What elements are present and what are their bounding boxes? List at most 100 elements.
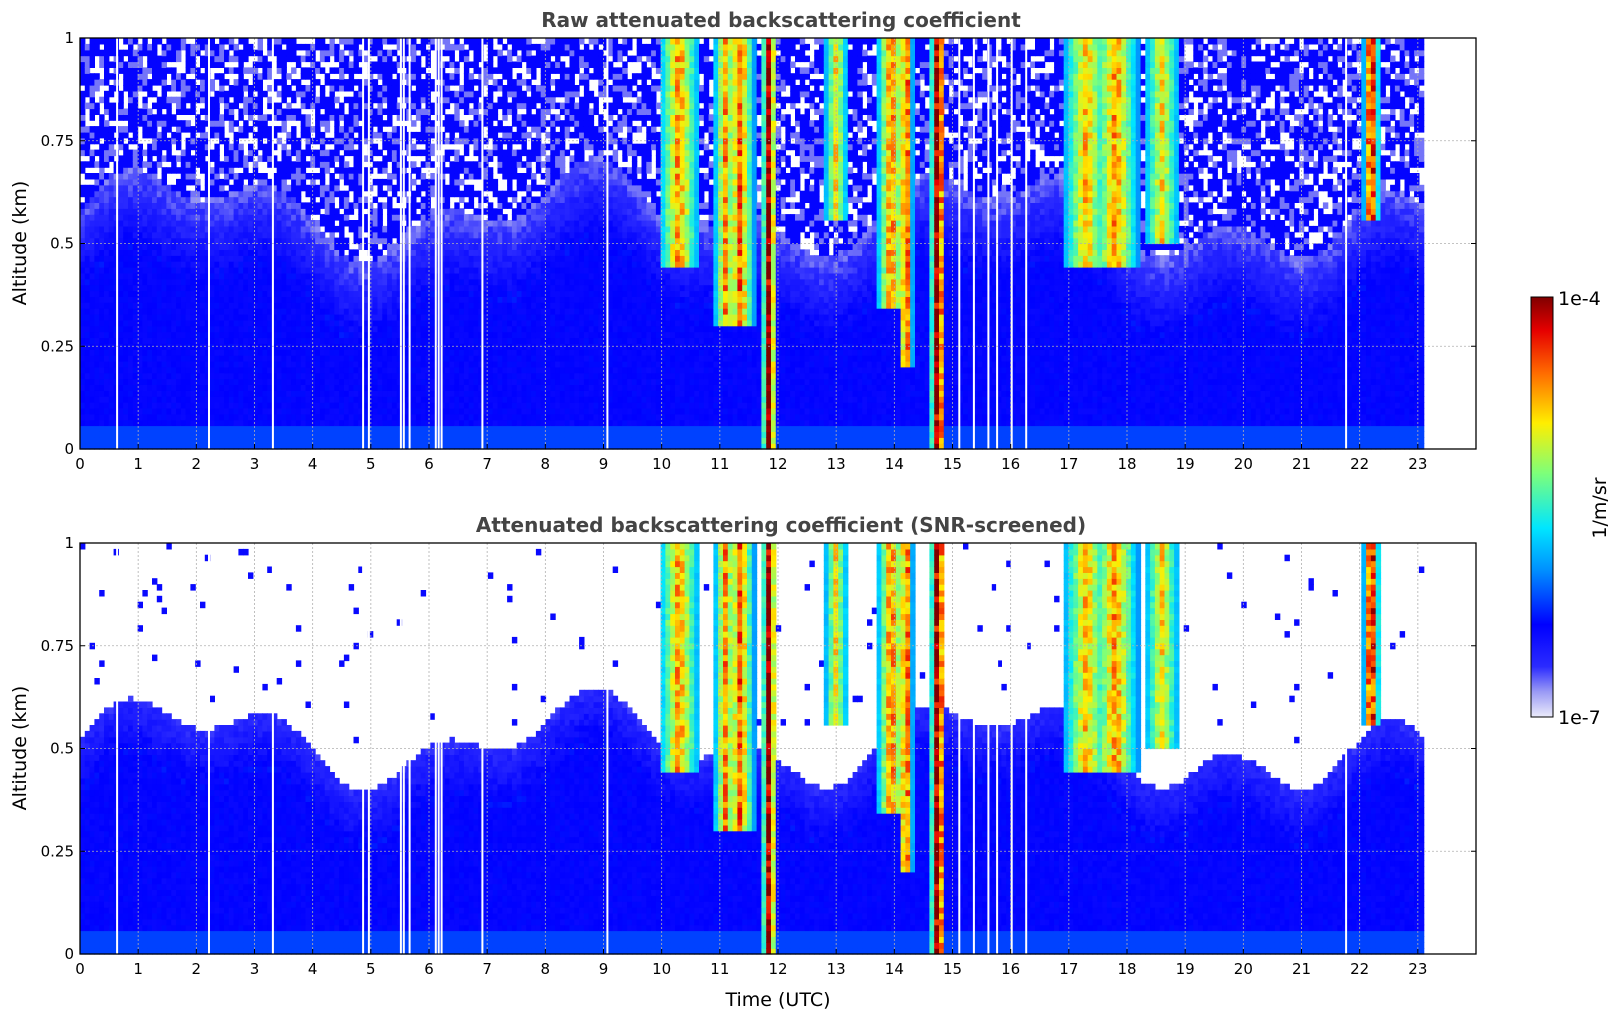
- heatmap-cell: [415, 108, 422, 115]
- heatmap-cell: [391, 284, 398, 292]
- heatmap-cell: [444, 402, 451, 409]
- heatmap-cell: [449, 149, 455, 157]
- heatmap-cell: [262, 349, 268, 356]
- heatmap-cell: [204, 302, 211, 309]
- heatmap-cell: [324, 167, 331, 174]
- heatmap-cell: [415, 237, 422, 245]
- heatmap-cell: [339, 108, 345, 115]
- heatmap-cell: [324, 261, 331, 268]
- heatmap-cell: [200, 137, 206, 145]
- heatmap-cell: [94, 390, 100, 397]
- heatmap-cell: [161, 90, 167, 98]
- heatmap-cell: [291, 255, 297, 262]
- heatmap-cell: [248, 202, 254, 209]
- heatmap-cell: [219, 349, 225, 356]
- heatmap-cell: [248, 149, 254, 157]
- heatmap-cell: [286, 314, 292, 321]
- heatmap-cell: [262, 272, 268, 280]
- heatmap-cell: [190, 419, 196, 427]
- heatmap-cell: [387, 431, 393, 438]
- heatmap-cell: [180, 267, 187, 274]
- heatmap-cell: [348, 390, 355, 397]
- heatmap-cell: [420, 425, 427, 432]
- heatmap-cell: [161, 267, 167, 274]
- heatmap-cell: [238, 396, 244, 403]
- heatmap-cell: [291, 290, 297, 297]
- heatmap-cell: [286, 90, 292, 98]
- heatmap-cell: [324, 372, 331, 380]
- heatmap-cell: [156, 196, 163, 203]
- heatmap-cell: [315, 161, 321, 168]
- heatmap-cell: [219, 43, 225, 51]
- heatmap-cell: [334, 337, 340, 344]
- heatmap-cell: [142, 73, 148, 80]
- heatmap-cell: [219, 272, 225, 280]
- heatmap-cell: [343, 85, 350, 92]
- heatmap-cell: [204, 272, 211, 280]
- heatmap-cell: [329, 79, 335, 86]
- heatmap-cell: [132, 431, 139, 438]
- heatmap-cell: [372, 143, 379, 151]
- heatmap-cell: [339, 319, 345, 327]
- heatmap-cell: [200, 284, 206, 292]
- heatmap-cell: [99, 184, 105, 192]
- heatmap-cell: [367, 337, 374, 344]
- heatmap-cell: [372, 85, 379, 92]
- heatmap-cell: [132, 355, 139, 362]
- heatmap-cell: [305, 161, 311, 168]
- heatmap-cell: [272, 161, 278, 168]
- heatmap-cell: [382, 267, 388, 274]
- heatmap-cell: [281, 184, 287, 192]
- heatmap-cell: [252, 366, 259, 374]
- heatmap-cell: [387, 184, 393, 192]
- heatmap-cell: [224, 178, 230, 186]
- heatmap-cell: [396, 319, 403, 327]
- heatmap-cell: [291, 419, 297, 427]
- heatmap-cell: [454, 61, 460, 68]
- heatmap-cell: [233, 267, 239, 274]
- heatmap-cell: [214, 90, 220, 98]
- heatmap-cell: [99, 96, 105, 104]
- heatmap-cell: [387, 220, 393, 227]
- heatmap-cell: [200, 131, 206, 139]
- heatmap-cell: [195, 225, 201, 233]
- heatmap-cell: [123, 214, 129, 221]
- heatmap-cell: [180, 378, 187, 385]
- heatmap-cell: [454, 102, 460, 110]
- heatmap-cell: [286, 149, 292, 157]
- heatmap-cell: [118, 255, 124, 262]
- heatmap-cell: [238, 407, 244, 415]
- heatmap-cell: [315, 284, 321, 292]
- heatmap-cell: [195, 208, 201, 215]
- heatmap-cell: [286, 437, 292, 444]
- heatmap-cell: [248, 384, 254, 391]
- heatmap-cell: [142, 237, 148, 245]
- heatmap-cell: [272, 331, 278, 339]
- heatmap-cell: [99, 437, 105, 444]
- heatmap-cell: [224, 173, 230, 180]
- heatmap-cell: [142, 173, 148, 180]
- heatmap-cell: [176, 155, 182, 162]
- heatmap-cell: [343, 360, 350, 368]
- heatmap-cell: [267, 184, 273, 192]
- heatmap-cell: [108, 231, 115, 239]
- heatmap-cell: [291, 319, 297, 327]
- heatmap-cell: [233, 366, 239, 374]
- heatmap-cell: [305, 437, 311, 444]
- heatmap-cell: [248, 319, 254, 327]
- heatmap-cell: [185, 437, 191, 444]
- heatmap-cell: [152, 278, 158, 286]
- heatmap-cell: [128, 355, 134, 362]
- heatmap-cell: [185, 378, 191, 385]
- heatmap-cell: [166, 243, 172, 250]
- heatmap-cell: [382, 384, 388, 391]
- heatmap-cell: [142, 308, 148, 315]
- heatmap-cell: [190, 431, 196, 438]
- heatmap-cell: [411, 302, 417, 309]
- heatmap-cell: [123, 267, 129, 274]
- heatmap-cell: [190, 249, 196, 256]
- heatmap-cell: [334, 208, 340, 215]
- heatmap-cell: [348, 360, 355, 368]
- heatmap-cell: [272, 178, 278, 186]
- heatmap-cell: [387, 372, 393, 380]
